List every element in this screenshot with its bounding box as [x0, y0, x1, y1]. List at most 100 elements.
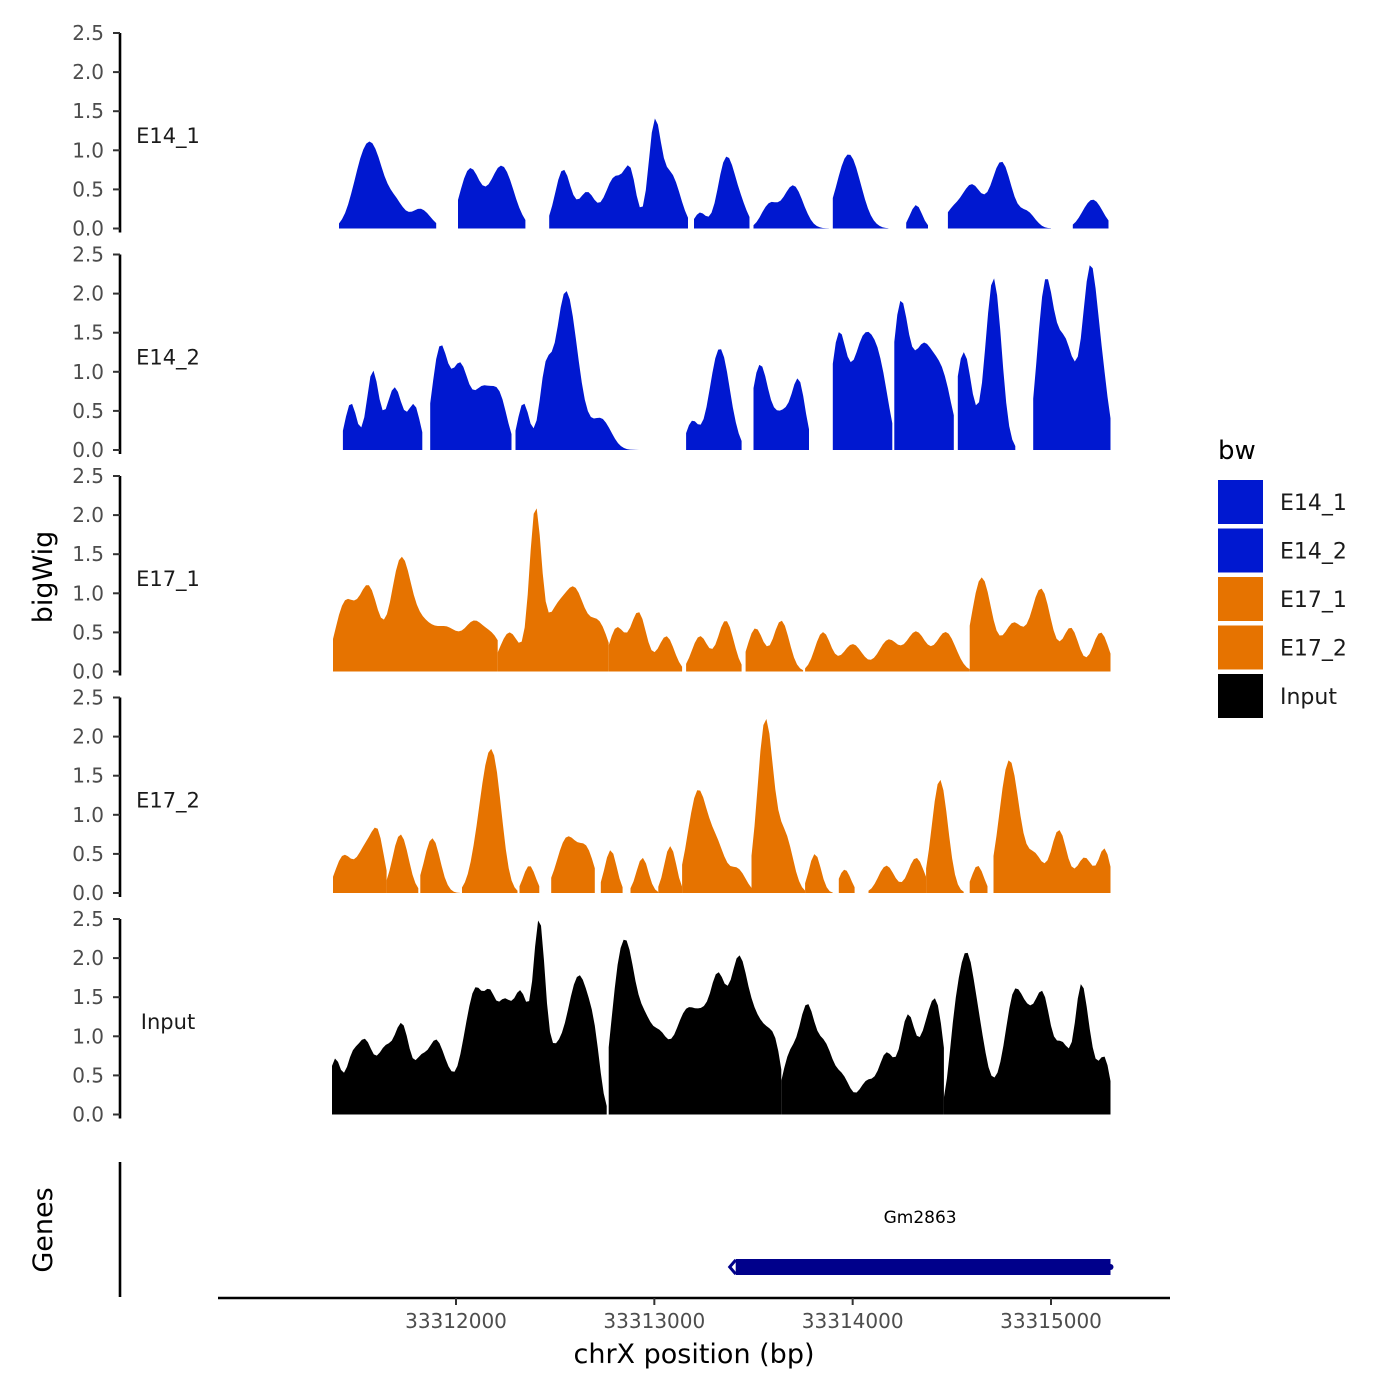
y-tick-label: 2.0: [72, 503, 104, 527]
track-E14_1: 0.0 0.5 1.0 1.5 2.0 2.5 E14_1: [72, 21, 1109, 241]
track-label: E17_2: [136, 789, 200, 814]
legend-label: E14_2: [1280, 540, 1347, 565]
y-tick-label: 1.0: [72, 138, 104, 162]
coverage-area-E17_2: [751, 719, 806, 893]
gene-end-marker: [1107, 1264, 1114, 1270]
y-tick-label: 0.5: [72, 620, 104, 644]
y-tick-label: 2.0: [72, 946, 104, 970]
track-E17_1: 0.0 0.5 1.0 1.5 2.0 2.5 E17_1: [72, 464, 1111, 684]
coverage-area-E17_2: [805, 854, 833, 893]
track-E17_2: 0.0 0.5 1.0 1.5 2.0 2.5 E17_2: [72, 686, 1111, 905]
coverage-area-E14_1: [458, 165, 526, 229]
coverage-area-E17_1: [686, 621, 742, 672]
y-tick-label: 2.0: [72, 60, 104, 84]
y-tick-label: 0.5: [72, 842, 104, 866]
coverage-area-E17_2: [333, 827, 387, 893]
coverage-area-E17_2: [969, 866, 988, 893]
legend-swatch: [1218, 528, 1263, 573]
coverage-area-E14_2: [894, 300, 954, 450]
y-tick-label: 2.5: [72, 907, 104, 931]
track-E14_2: 0.0 0.5 1.0 1.5 2.0 2.5 E14_2: [72, 243, 1111, 462]
y-tick-label: 0.0: [72, 881, 104, 905]
coverage-area-E17_2: [868, 858, 927, 893]
coverage-area-E14_2: [342, 370, 423, 450]
y-tick-label: 1.5: [72, 542, 104, 566]
x-tick-label: 33315000: [1000, 1309, 1102, 1333]
x-tick-label: 33313000: [603, 1309, 705, 1333]
y-tick-label: 1.5: [72, 99, 104, 123]
legend-swatch: [1218, 674, 1263, 718]
y-tick-label: 0.0: [72, 1103, 104, 1127]
coverage-area-E14_1: [753, 185, 829, 229]
y-tick-label: 1.0: [72, 360, 104, 384]
x-axis-ticks: 33312000 33313000 33314000 33315000: [405, 1298, 1102, 1333]
legend-items: E14_1 E14_2 E17_1 E17_2 Input: [1218, 480, 1347, 718]
legend-label: E14_1: [1280, 491, 1347, 516]
legend-title: bw: [1218, 436, 1256, 466]
coverage-area-E17_2: [386, 834, 419, 893]
coverage-area-E14_1: [1072, 199, 1109, 229]
gene-label: Gm2863: [884, 1208, 957, 1228]
legend: bw E14_1 E14_2 E17_1 E17_2 Input: [1218, 436, 1347, 718]
coverage-area-Input: [943, 952, 1111, 1115]
y-tick-label: 2.5: [72, 686, 104, 710]
coverage-area-E17_1: [497, 508, 609, 672]
x-axis-title: chrX position (bp): [573, 1339, 814, 1370]
coverage-area-E14_2: [515, 291, 667, 450]
track-label: E17_1: [136, 567, 200, 592]
coverage-area-Input: [332, 920, 607, 1115]
coverage-area-E17_2: [600, 850, 623, 893]
y-tick-label: 1.0: [72, 581, 104, 605]
x-tick-label: 33314000: [802, 1309, 904, 1333]
y-tick-label: 1.0: [72, 803, 104, 827]
y-tick-label: 1.5: [72, 764, 104, 788]
y-tick-label: 2.5: [72, 464, 104, 488]
coverage-area-E14_1: [339, 141, 437, 229]
coverage-area-E14_2: [686, 349, 742, 450]
y-tick-label: 1.0: [72, 1024, 104, 1048]
coverage-tracks: 0.0 0.5 1.0 1.5 2.0 2.5 E14_1 0.0 0.5 1.0 1.5 2.0 2.…: [72, 21, 1111, 1127]
coverage-area-E17_2: [462, 748, 518, 893]
coverage-area-E17_1: [333, 556, 498, 672]
y-tick-label: 0.0: [72, 438, 104, 462]
coverage-area-E14_1: [549, 118, 688, 229]
coverage-area-E14_2: [430, 345, 512, 450]
legend-label: Input: [1280, 685, 1337, 710]
coverage-area-E14_1: [694, 156, 750, 229]
coverage-area-Input: [608, 939, 782, 1115]
coverage-area-E17_2: [519, 866, 540, 893]
y-tick-label: 1.5: [72, 321, 104, 345]
coverage-area-E17_1: [745, 620, 804, 672]
y-tick-label: 0.5: [72, 399, 104, 423]
legend-label: E17_2: [1280, 637, 1347, 662]
legend-swatch: [1218, 480, 1263, 524]
coverage-area-E14_2: [957, 278, 1016, 450]
gene-features: Gm2863: [727, 1208, 1114, 1275]
coverage-area-E17_1: [805, 631, 970, 672]
y-tick-label: 2.0: [72, 725, 104, 749]
y-tick-label: 2.5: [72, 21, 104, 45]
coverage-area-E17_2: [551, 836, 595, 893]
y-tick-label: 0.5: [72, 177, 104, 201]
x-axis: 33312000 33313000 33314000 33315000 chrX po…: [218, 1296, 1170, 1370]
coverage-area-E17_2: [838, 869, 855, 893]
track-Input: 0.0 0.5 1.0 1.5 2.0 2.5 Input: [72, 907, 1111, 1127]
coverage-area-E17_2: [926, 779, 964, 893]
coverage-area-E17_2: [658, 846, 683, 893]
coverage-area-E14_2: [1033, 265, 1111, 450]
coverage-area-E14_1: [906, 205, 928, 229]
legend-swatch: [1218, 625, 1263, 670]
coverage-area-E17_1: [969, 577, 1111, 672]
y-tick-label: 0.0: [72, 217, 104, 241]
coverage-area-E17_2: [630, 857, 659, 893]
legend-swatch: [1218, 577, 1263, 621]
track-label: E14_1: [136, 124, 200, 149]
coverage-area-E17_1: [608, 612, 683, 672]
gene-track: Genes Gm2863: [28, 1162, 1114, 1297]
legend-label: E17_1: [1280, 588, 1347, 613]
track-label: Input: [141, 1010, 195, 1034]
y-tick-label: 2.5: [72, 243, 104, 267]
coverage-area-E14_1: [832, 154, 889, 229]
coverage-area-E17_2: [682, 790, 752, 893]
